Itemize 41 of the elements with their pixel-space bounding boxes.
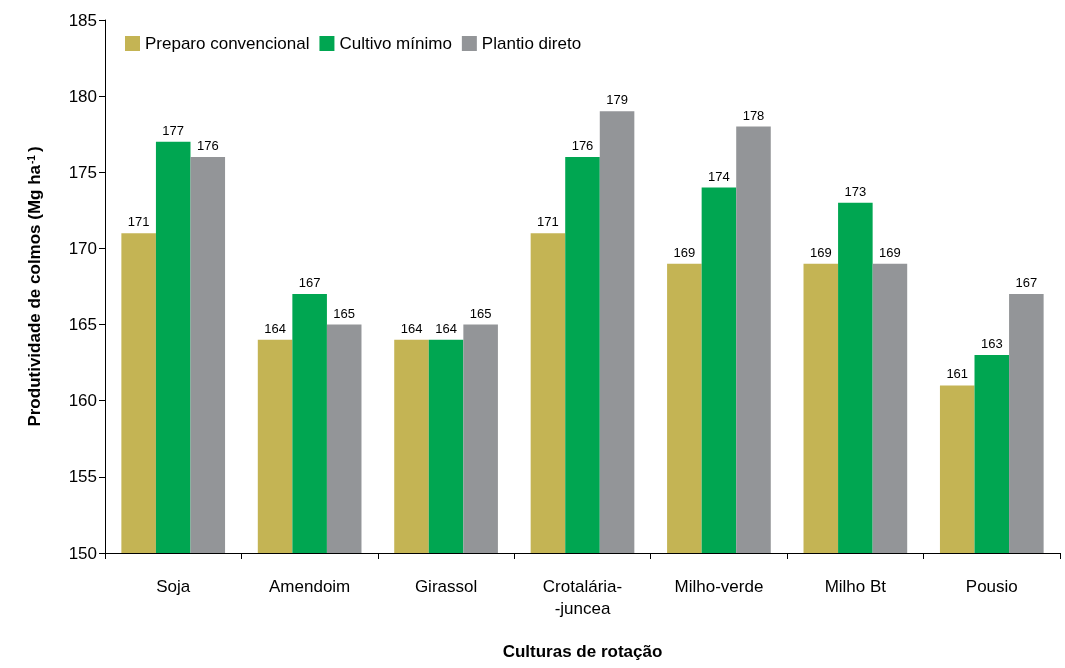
- y-axis-title: Produtividade de colmos (Mg ha-1): [25, 146, 44, 427]
- data-label: 165: [333, 305, 356, 321]
- legend-label: Plantio direto: [481, 34, 582, 53]
- y-tick-label: 160: [68, 391, 97, 411]
- x-tick-label: Pousio: [965, 576, 1018, 596]
- legend-label: Cultivo mínimo: [339, 34, 452, 53]
- x-axis-title: Culturas de rotação: [502, 642, 663, 661]
- data-label: 165: [469, 305, 492, 321]
- data-label: 161: [946, 366, 969, 382]
- data-label: 174: [708, 168, 730, 184]
- legend-label: Preparo convencional: [145, 34, 310, 53]
- x-tick-label: Amendoim: [269, 576, 351, 596]
- data-label: 171: [537, 214, 559, 230]
- data-label: 176: [571, 138, 594, 154]
- data-label: 171: [127, 214, 150, 230]
- y-tick-label: 155: [68, 467, 97, 487]
- y-tick-label: 165: [68, 315, 97, 335]
- data-label: 173: [844, 183, 867, 199]
- data-label: 164: [264, 320, 286, 336]
- data-label: 167: [298, 275, 321, 291]
- x-tick-label: Milho-verde: [674, 576, 764, 596]
- data-label: 164: [400, 320, 423, 336]
- data-label: 176: [196, 138, 219, 154]
- data-label: 177: [162, 122, 185, 138]
- x-tick-label: Crotalária- -juncea: [542, 576, 623, 618]
- data-label: 178: [742, 107, 765, 123]
- data-label: 167: [1015, 275, 1038, 291]
- x-tick-label: Soja: [156, 576, 191, 596]
- data-label: 169: [809, 244, 832, 260]
- x-tick-label: Milho Bt: [824, 576, 887, 596]
- data-label: 163: [980, 336, 1003, 352]
- data-label: 164: [435, 320, 457, 336]
- y-tick-label: 170: [68, 238, 97, 258]
- y-tick-label: 180: [68, 86, 97, 106]
- y-tick-label: 175: [68, 162, 97, 182]
- x-tick-label: Girassol: [414, 576, 478, 596]
- y-tick-label: 185: [68, 10, 97, 30]
- data-label: 179: [606, 92, 628, 108]
- y-tick-label: 150: [68, 543, 97, 563]
- data-label: 169: [879, 244, 901, 260]
- data-label: 169: [673, 244, 696, 260]
